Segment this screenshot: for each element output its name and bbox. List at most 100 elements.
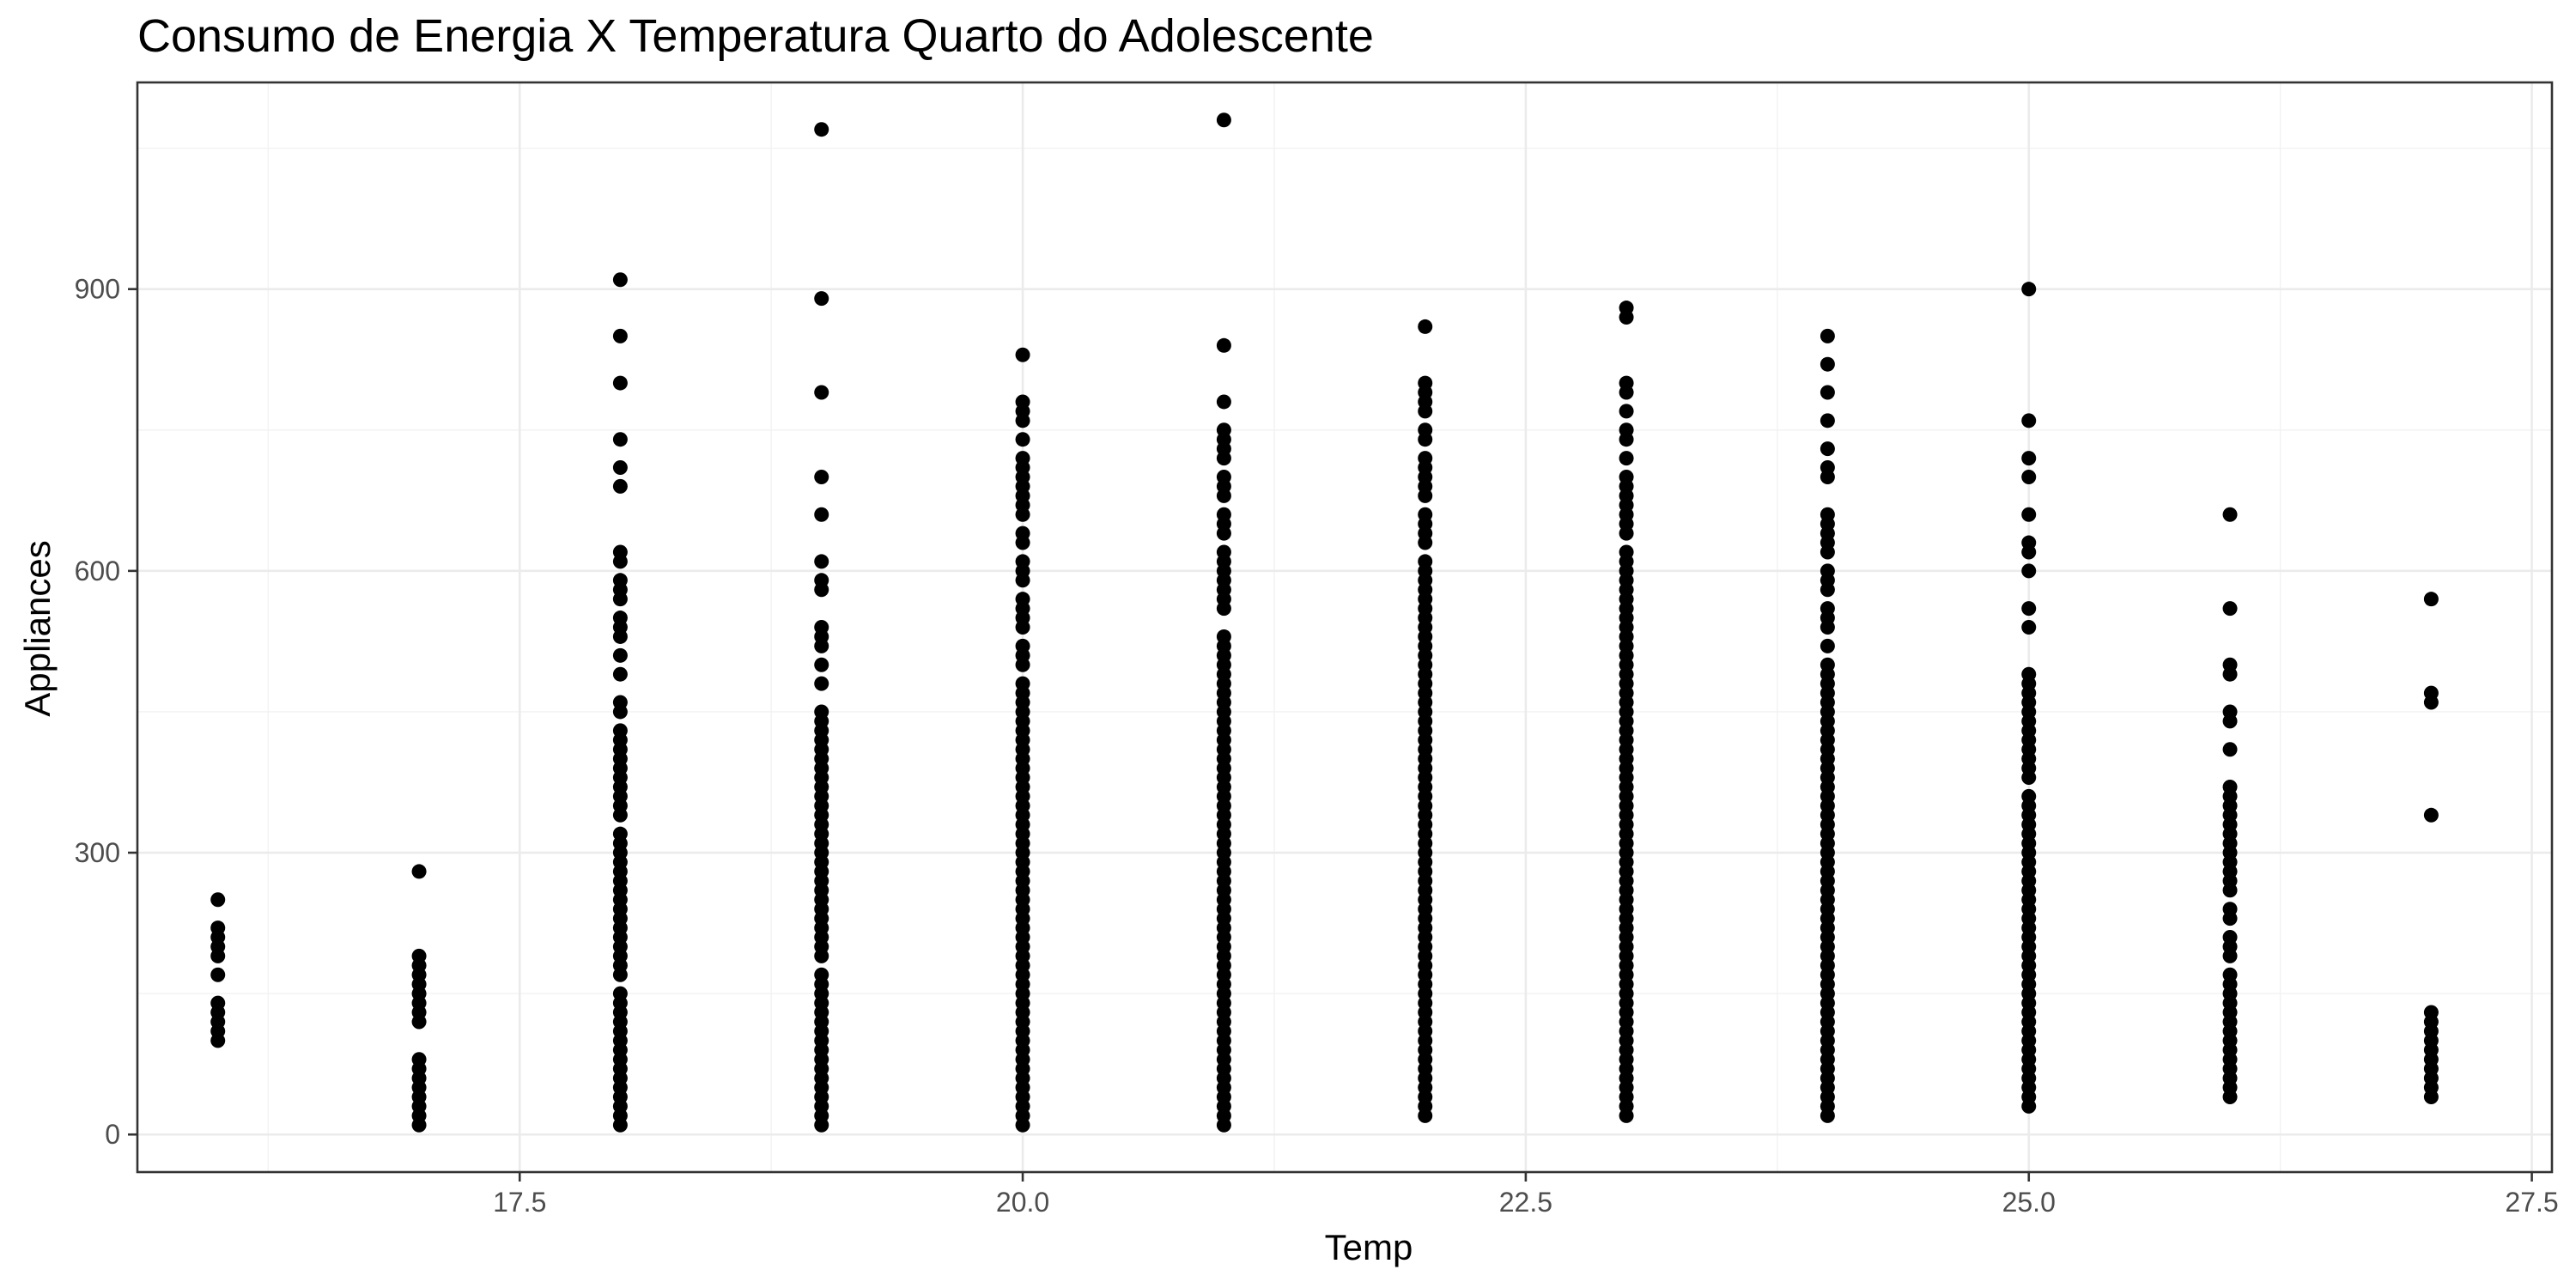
data-point	[1619, 469, 1634, 484]
data-point	[2423, 1005, 2439, 1020]
data-point	[1418, 375, 1433, 391]
axis-ticks: 17.5 20.0 22.5 25.0 27.5 0 300 600 900	[75, 274, 2559, 1218]
data-point	[1820, 385, 1835, 400]
data-point	[612, 826, 628, 841]
data-point	[2021, 666, 2037, 682]
data-point	[2423, 592, 2439, 607]
y-tick-label: 300	[75, 837, 120, 868]
data-point	[411, 1052, 427, 1067]
data-point	[814, 967, 829, 982]
data-point	[612, 695, 628, 710]
data-point	[1216, 394, 1231, 410]
data-point	[814, 507, 829, 522]
data-point	[1820, 413, 1835, 428]
chart-title: Consumo de Energia X Temperatura Quarto …	[137, 10, 1374, 62]
data-point	[2222, 902, 2238, 917]
x-tick-label: 25.0	[2002, 1187, 2056, 1218]
data-point	[612, 328, 628, 343]
data-point	[1015, 394, 1030, 410]
data-point	[2222, 742, 2238, 757]
data-point	[1015, 676, 1030, 691]
x-tick-label: 27.5	[2505, 1187, 2558, 1218]
data-point	[1015, 554, 1030, 569]
data-point	[1216, 544, 1231, 560]
data-point	[612, 375, 628, 391]
data-point	[612, 723, 628, 738]
y-tick-label: 0	[105, 1119, 120, 1150]
data-point	[2222, 657, 2238, 672]
data-point	[612, 544, 628, 560]
data-point	[612, 611, 628, 626]
data-point	[612, 986, 628, 1001]
data-point	[1015, 638, 1030, 653]
data-point	[2021, 563, 2037, 579]
data-point	[1418, 554, 1433, 569]
y-axis-title: Appliances	[17, 540, 58, 716]
data-point	[411, 864, 427, 879]
data-point	[210, 920, 226, 936]
data-point	[814, 676, 829, 691]
data-point	[2222, 601, 2238, 617]
data-point	[2021, 451, 2037, 466]
data-point	[612, 478, 628, 494]
x-axis-title: Temp	[1325, 1227, 1413, 1267]
data-point	[1216, 469, 1231, 484]
data-point	[2021, 788, 2037, 804]
data-point	[2021, 282, 2037, 297]
data-point	[1216, 422, 1231, 438]
y-tick-label: 600	[75, 556, 120, 586]
data-point	[1216, 629, 1231, 644]
data-point	[1216, 337, 1231, 353]
data-point	[1015, 592, 1030, 607]
data-point	[1015, 526, 1030, 541]
data-point	[1820, 356, 1835, 372]
data-point	[2222, 930, 2238, 945]
data-point	[2021, 535, 2037, 550]
data-point	[1619, 544, 1634, 560]
data-point	[2021, 601, 2037, 617]
data-point	[1015, 432, 1030, 447]
data-point	[2222, 967, 2238, 982]
data-point	[1820, 638, 1835, 653]
data-point	[612, 666, 628, 682]
data-point	[1820, 460, 1835, 476]
data-point	[1619, 422, 1634, 438]
grid-lines	[137, 82, 2552, 1172]
data-point	[612, 272, 628, 288]
data-point	[2222, 704, 2238, 720]
data-point	[1820, 441, 1835, 457]
data-point	[814, 657, 829, 672]
data-point	[1820, 657, 1835, 672]
y-tick-label: 900	[75, 274, 120, 305]
data-point	[612, 573, 628, 588]
data-point	[2021, 507, 2037, 522]
data-point	[1619, 404, 1634, 419]
data-point	[612, 432, 628, 447]
data-points	[210, 112, 2439, 1133]
data-point	[2021, 469, 2037, 484]
data-point	[2222, 507, 2238, 522]
data-point	[2021, 620, 2037, 635]
data-point	[1619, 301, 1634, 316]
data-point	[814, 704, 829, 720]
data-point	[1216, 112, 1231, 128]
data-point	[1619, 375, 1634, 391]
x-tick-label: 17.5	[493, 1187, 546, 1218]
data-point	[2423, 685, 2439, 701]
data-point	[814, 620, 829, 635]
data-point	[210, 892, 226, 908]
x-tick-label: 22.5	[1499, 1187, 1552, 1218]
data-point	[814, 385, 829, 400]
x-tick-label: 20.0	[996, 1187, 1049, 1218]
data-point	[1418, 319, 1433, 334]
data-point	[612, 647, 628, 663]
data-point	[1418, 507, 1433, 522]
data-point	[1619, 451, 1634, 466]
data-point	[814, 122, 829, 137]
data-point	[1418, 451, 1433, 466]
data-point	[814, 554, 829, 569]
data-point	[814, 291, 829, 307]
panel-border	[136, 81, 2554, 1174]
data-point	[1820, 507, 1835, 522]
